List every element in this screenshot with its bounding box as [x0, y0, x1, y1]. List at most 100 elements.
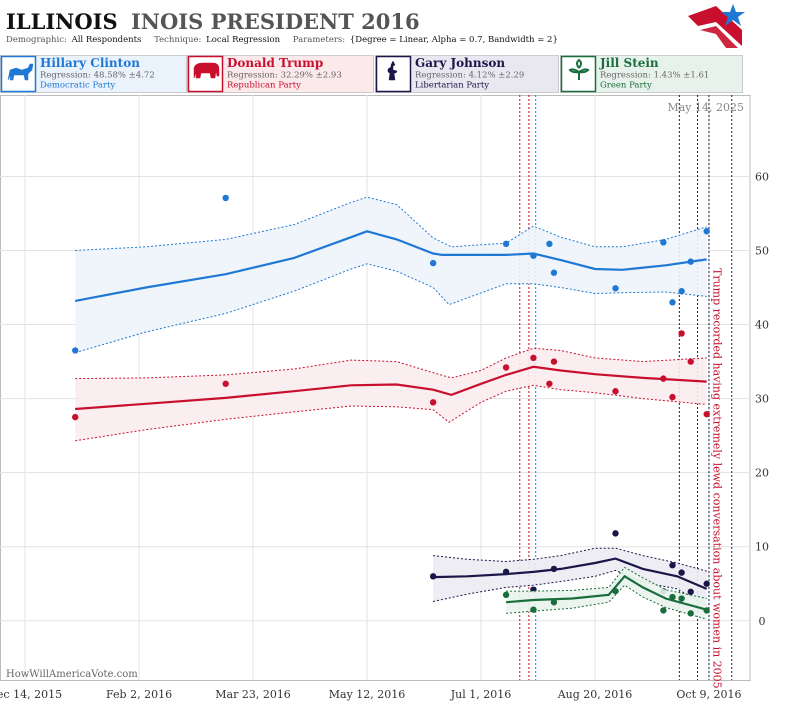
poll-point — [687, 588, 694, 596]
poll-point — [72, 347, 79, 354]
star-flag-logo — [688, 4, 745, 48]
lower-bound-line — [75, 384, 707, 442]
series-group — [72, 330, 710, 442]
parameters-label: Parameters: — [293, 35, 345, 45]
header: ILLINOIS INOIS PRESIDENT 2016 Demographi… — [6, 4, 745, 48]
candidate-regression: Regression: 4.12% ±2.29 — [415, 71, 524, 81]
demographic-value: All Respondents — [71, 35, 142, 45]
poll-point — [72, 413, 79, 421]
x-tick-label: Oct 9, 2016 — [676, 688, 741, 701]
poll-point — [530, 354, 537, 362]
poll-point — [429, 259, 437, 267]
regression-line — [75, 365, 707, 411]
y-tick-label: 20 — [755, 467, 769, 480]
elephant-icon — [193, 62, 220, 79]
candidate-name: Hillary Clinton — [40, 56, 140, 70]
poll-point — [660, 239, 667, 246]
poll-point — [669, 593, 676, 601]
candidate-regression: Regression: 1.43% ±1.61 — [600, 71, 709, 81]
poll-point — [703, 607, 710, 614]
poll-point — [429, 573, 437, 580]
watermark: HowWillAmericaVote.com — [6, 669, 138, 680]
regression-line — [506, 574, 707, 611]
poll-point — [546, 240, 553, 248]
poll-point — [530, 606, 537, 613]
poll-point — [612, 587, 619, 595]
upper-bound-line — [433, 547, 707, 572]
candidate-party: Democratic Party — [40, 81, 115, 91]
poll-point — [502, 591, 510, 599]
upper-bound-line — [506, 566, 707, 599]
poll-point — [429, 399, 437, 406]
poll-point — [703, 228, 710, 235]
candidate-name: Jill Stein — [599, 56, 659, 70]
poll-point — [612, 388, 619, 395]
upper-bound-line — [75, 347, 707, 380]
poll-point — [550, 565, 558, 573]
poll-point — [612, 285, 619, 292]
candidate-name: Gary Johnson — [415, 56, 505, 70]
title-state: ILLINOIS — [6, 9, 118, 34]
flower-icon-shape — [568, 58, 590, 80]
poll-point — [678, 569, 685, 576]
y-tick-label: 0 — [759, 615, 766, 628]
poll-point — [660, 607, 667, 614]
poll-point — [678, 330, 685, 337]
candidate-party: Republican Party — [227, 81, 301, 91]
x-tick-label: Feb 2, 2016 — [106, 688, 172, 701]
series-group — [502, 566, 710, 620]
poll-point — [222, 194, 229, 202]
x-tick-label: Aug 20, 2016 — [557, 688, 633, 701]
parameters-value: {Degree = Linear, Alpha = 0.7, Bandwidth… — [350, 35, 558, 45]
poll-point — [669, 562, 676, 569]
regression-line — [433, 557, 708, 590]
donkey-icon-shape — [7, 63, 34, 81]
y-tick-label: 60 — [755, 170, 769, 183]
x-tick-label: Jul 1, 2016 — [450, 688, 512, 701]
confidence-band — [506, 567, 707, 620]
poll-point — [550, 599, 558, 606]
lower-bound-line — [506, 584, 707, 620]
poll-point — [612, 530, 619, 537]
technique-value: Local Regression — [206, 35, 281, 45]
liberty-statue-icon — [387, 60, 398, 81]
candidate-party: Green Party — [600, 81, 652, 91]
y-tick-label: 40 — [755, 319, 769, 332]
donkey-icon — [7, 63, 34, 81]
x-tick-label: Mar 23, 2016 — [215, 688, 291, 701]
series-group — [72, 194, 710, 354]
poll-point — [502, 568, 510, 576]
x-tick-label: May 12, 2016 — [329, 688, 406, 701]
x-tick-label: Dec 14, 2015 — [0, 688, 62, 701]
poll-point — [703, 410, 710, 418]
poll-point — [669, 393, 676, 401]
svg-text:Demographic: All Respo: Demographic: All Respondents Technique: … — [6, 35, 558, 45]
poll-point — [222, 380, 229, 387]
candidate-name: Donald Trump — [227, 56, 323, 70]
y-tick-label: 50 — [755, 245, 769, 258]
series-group — [429, 530, 710, 607]
upper-bound-line — [75, 196, 707, 251]
poll-point — [550, 269, 558, 276]
technique-label: Technique: — [154, 35, 201, 45]
poll-point — [687, 258, 694, 265]
confidence-band — [75, 348, 707, 441]
candidate-regression: Regression: 48.58% ±4.72 — [40, 71, 155, 81]
poll-point — [678, 595, 685, 602]
candidate-party: Libertarian Party — [415, 81, 489, 91]
poll-point — [687, 358, 694, 365]
poll-point — [502, 240, 510, 248]
svg-text:ILLINOIS INOIS PRESIDE: ILLINOIS INOIS PRESIDENT 2016 — [6, 9, 420, 34]
elephant-icon-shape — [193, 62, 220, 79]
liberty-statue-icon-shape — [387, 60, 398, 81]
poll-point — [669, 299, 676, 306]
event-annotation: Trump recorded having extremely lewd con… — [710, 268, 723, 689]
candidate-regression: Regression: 32.29% ±2.93 — [227, 71, 342, 81]
